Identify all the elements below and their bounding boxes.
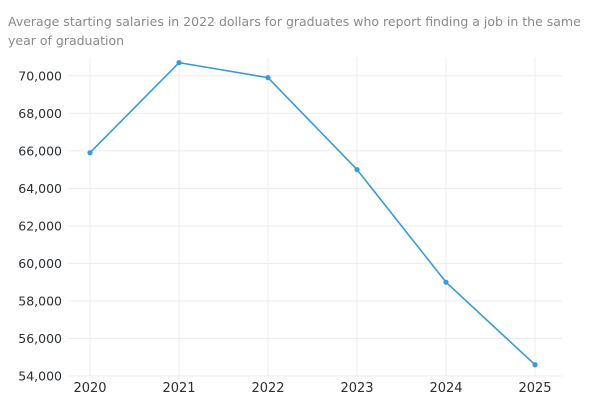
y-tick-label: 54,000 <box>18 369 62 384</box>
y-axis-tick-labels: 54,000 56,000 58,000 60,000 62,000 64,000 66,0… <box>18 68 62 383</box>
data-point-2024 <box>443 279 449 285</box>
y-tick-label: 62,000 <box>18 218 62 233</box>
y-tick-label: 64,000 <box>18 181 62 196</box>
y-tick-label: 68,000 <box>18 106 62 121</box>
x-tick-label: 2024 <box>429 381 462 396</box>
x-tick-label: 2020 <box>73 381 106 396</box>
data-point-2023 <box>354 166 360 173</box>
x-tick-label: 2023 <box>340 381 373 396</box>
series-line <box>87 60 538 368</box>
data-point-2021 <box>176 60 182 66</box>
x-tick-label: 2025 <box>518 381 551 396</box>
x-tick-label: 2021 <box>162 381 195 396</box>
y-tick-label: 70,000 <box>18 68 62 83</box>
chart-subtitle-line-2: year of graduation <box>8 33 124 48</box>
data-point-2025 <box>532 362 538 368</box>
y-tick-label: 60,000 <box>18 256 62 271</box>
x-axis-tick-labels: 2020 2021 2022 2023 2024 2025 <box>73 381 551 396</box>
gridlines <box>68 57 562 377</box>
data-point-2022 <box>265 75 271 81</box>
data-point-2020 <box>87 150 93 156</box>
y-tick-label: 66,000 <box>18 143 62 158</box>
x-tick-label: 2022 <box>251 381 284 396</box>
y-tick-label: 56,000 <box>18 331 62 346</box>
series-line-path <box>89 61 536 366</box>
chart-subtitle-line-1: Average starting salaries in 2022 dollar… <box>8 14 581 29</box>
y-tick-label: 58,000 <box>18 293 62 308</box>
